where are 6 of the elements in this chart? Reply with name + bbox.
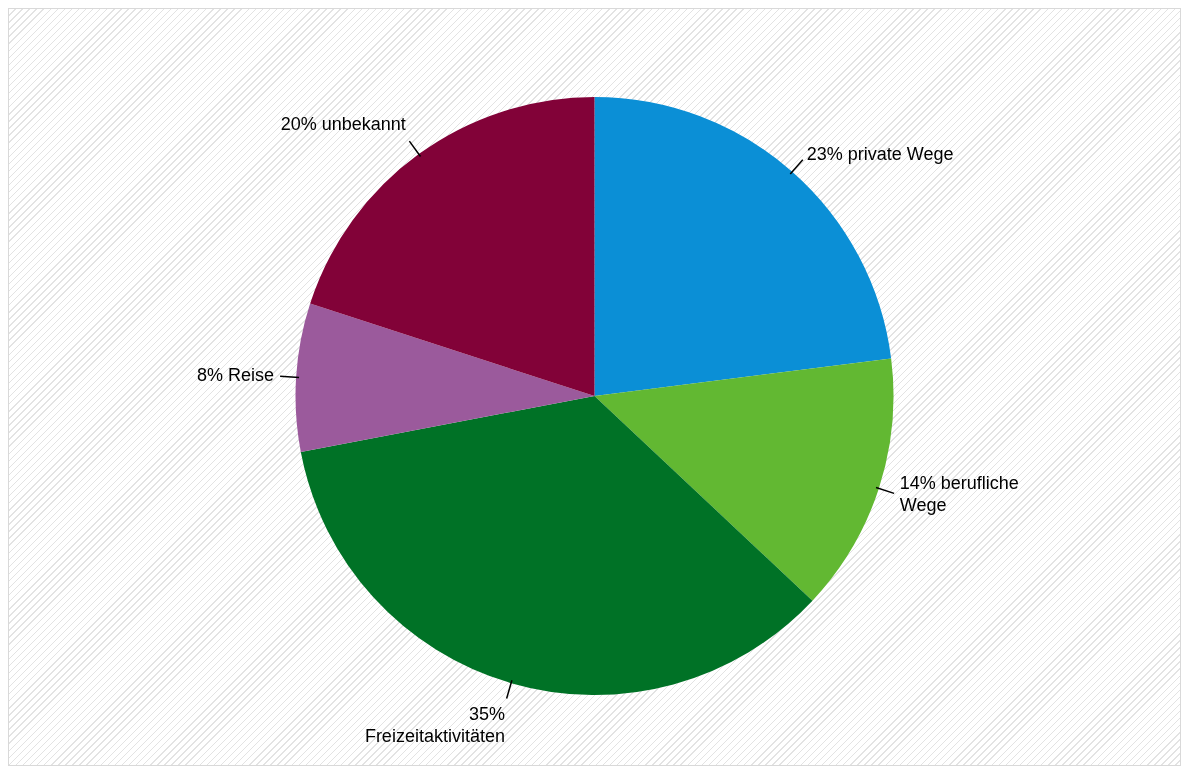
slice-label: 8% Reise — [197, 364, 275, 385]
slice-label: 20% unbekannt — [280, 114, 406, 135]
slice-label: 23% private Wege — [806, 144, 954, 165]
slice-label: 14% berufliche Wege — [899, 473, 1019, 516]
data-label: 35% — [468, 704, 505, 725]
slice-label: Freizeitaktivitäten — [364, 726, 505, 747]
